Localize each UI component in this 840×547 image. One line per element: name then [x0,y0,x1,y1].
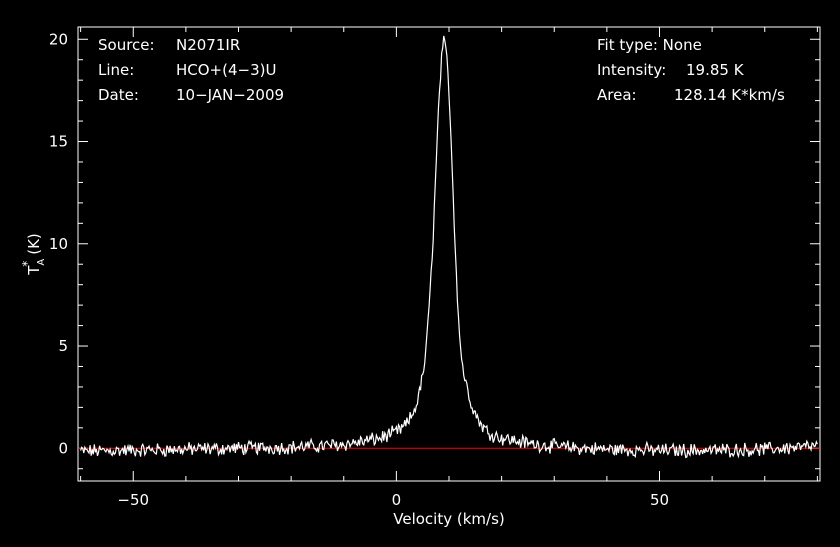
y-tick-label: 15 [49,133,68,151]
source-label: Source: [98,36,155,54]
intensity-label: Intensity: [597,61,666,79]
area-label: Area: [597,86,637,104]
date-label: Date: [98,86,139,104]
source-value: N2071IR [176,36,240,54]
y-tick-label: 0 [58,439,68,457]
y-tick-label: 20 [49,30,68,48]
y-tick-label: 5 [58,337,68,355]
y-axis-label: TA*(K) [20,233,47,276]
line-value: HCO+(4−3)U [176,61,276,79]
x-tick-label: −50 [117,491,149,509]
intensity-value: 19.85 K [686,61,745,79]
y-axis-label-text: TA*(K) [20,233,47,276]
fit-type: Fit type: None [597,36,702,54]
area-value: 128.14 K*km/s [674,86,785,104]
line-label: Line: [98,61,134,79]
spectrum-line [80,35,818,459]
x-tick-label: 0 [392,491,402,509]
x-tick-label: 50 [650,491,669,509]
x-axis-label: Velocity (km/s) [393,510,504,528]
y-tick-label: 10 [49,235,68,253]
date-value: 10−JAN−2009 [176,86,284,104]
